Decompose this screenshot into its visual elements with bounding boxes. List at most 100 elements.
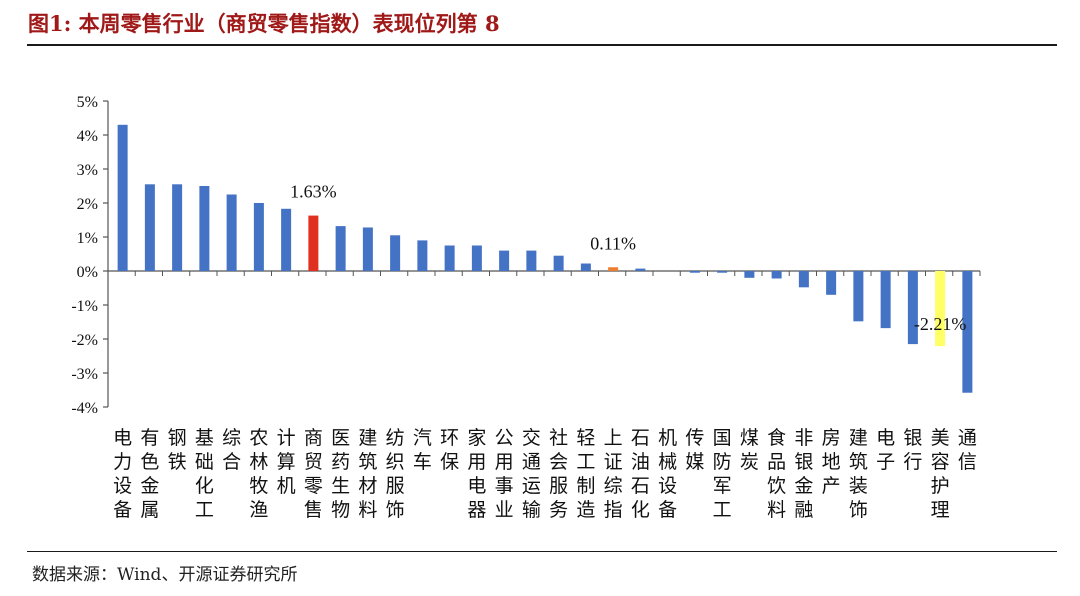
category-label-char: 美 xyxy=(931,427,950,449)
category-label-char: 织 xyxy=(386,451,405,473)
bar-31 xyxy=(935,271,946,347)
data-label-31: -2.21% xyxy=(914,314,967,334)
category-label-char: 色 xyxy=(140,451,159,473)
category-label-char: 石 xyxy=(631,427,650,449)
bar-15 xyxy=(499,250,510,271)
bar-29 xyxy=(880,271,891,329)
category-label-char: 地 xyxy=(822,451,841,473)
category-label-char: 业 xyxy=(495,499,514,521)
category-label-char: 零 xyxy=(304,475,323,497)
category-label-char: 饰 xyxy=(386,499,405,521)
category-label-char: 轻 xyxy=(576,427,595,449)
y-tick-label: 3% xyxy=(77,162,98,179)
category-label-char: 渔 xyxy=(249,499,268,521)
category-label-char: 装 xyxy=(849,475,868,497)
data-label-19: 0.11% xyxy=(590,233,636,253)
category-label-char: 商 xyxy=(304,427,323,449)
category-label-char: 防 xyxy=(713,451,732,473)
title-divider xyxy=(27,44,1057,46)
category-label-char: 贸 xyxy=(304,451,323,473)
category-label-char: 容 xyxy=(931,451,950,473)
bar-23 xyxy=(717,271,728,273)
category-label-char: 有 xyxy=(140,427,159,449)
y-tick-label: 5% xyxy=(77,94,98,111)
y-tick-label: 4% xyxy=(77,128,98,145)
y-tick-label: -2% xyxy=(71,332,98,349)
data-labels: 1.63% 0.11% -2.21% xyxy=(290,182,966,335)
category-label-char: 药 xyxy=(331,451,350,473)
category-label-char: 融 xyxy=(794,499,813,521)
y-tick-label: -3% xyxy=(71,366,98,383)
page-title: 图1: 本周零售行业（商贸零售指数）表现位列第 8 xyxy=(28,11,500,36)
category-label-char: 用 xyxy=(467,451,486,473)
category-label-char: 银 xyxy=(903,427,922,449)
bar-17 xyxy=(553,255,564,271)
category-label-char: 电 xyxy=(467,475,486,497)
category-label-char: 金 xyxy=(794,475,813,497)
category-label-char: 服 xyxy=(386,475,405,497)
category-label-char: 通 xyxy=(522,451,541,473)
bar-2 xyxy=(144,184,155,271)
category-label-char: 家 xyxy=(467,427,486,449)
category-label-char: 备 xyxy=(658,499,677,521)
category-label-char: 料 xyxy=(767,499,786,521)
bar-5 xyxy=(226,194,237,271)
bar-11 xyxy=(390,235,401,271)
bar-27 xyxy=(826,271,837,295)
category-label-char: 生 xyxy=(331,475,350,497)
bar-13 xyxy=(444,245,455,271)
category-label-char: 设 xyxy=(113,475,132,497)
category-label-char: 造 xyxy=(576,499,595,521)
category-label-char: 筑 xyxy=(849,451,868,473)
axes: 5% 4% 3% 2% 1% 0% -1% -2% -3% -4% xyxy=(71,94,981,417)
bar-16 xyxy=(526,250,537,271)
category-label-char: 设 xyxy=(658,475,677,497)
category-label-char: 饮 xyxy=(767,475,786,497)
category-label-char: 会 xyxy=(549,451,568,473)
category-label-char: 物 xyxy=(331,499,350,521)
category-label-char: 公 xyxy=(495,427,514,449)
category-label-char: 化 xyxy=(631,499,650,521)
bar-26 xyxy=(798,271,809,288)
category-label-char: 农 xyxy=(249,427,268,449)
category-label-char: 属 xyxy=(140,499,159,521)
category-label-char: 工 xyxy=(195,499,214,521)
category-label-char: 林 xyxy=(249,451,268,473)
bar-9 xyxy=(335,226,346,271)
bar-12 xyxy=(417,240,428,271)
y-tick-label: -1% xyxy=(71,298,98,315)
category-label-char: 饰 xyxy=(849,499,868,521)
bar-7 xyxy=(281,208,292,271)
category-label-char: 综 xyxy=(222,427,241,449)
bar-24 xyxy=(744,271,755,278)
category-label-char: 务 xyxy=(549,499,568,521)
category-label-char: 纺 xyxy=(386,427,405,449)
category-label-char: 品 xyxy=(767,451,786,473)
bar-30 xyxy=(907,271,918,345)
category-label-char: 机 xyxy=(658,427,677,449)
category-label-char: 输 xyxy=(522,499,541,521)
category-label-char: 上 xyxy=(604,427,623,449)
bar-8 xyxy=(308,215,319,271)
category-label-char: 算 xyxy=(277,451,296,473)
bar-1 xyxy=(117,124,128,271)
bar-32 xyxy=(962,271,973,393)
category-label-char: 汽 xyxy=(413,427,432,449)
bar-20 xyxy=(635,268,646,271)
category-label-char: 产 xyxy=(822,475,841,497)
category-label-char: 础 xyxy=(195,451,214,473)
category-label-char: 建 xyxy=(358,427,377,449)
y-tick-label: 1% xyxy=(77,230,98,247)
category-label-char: 油 xyxy=(631,451,650,473)
bar-4 xyxy=(199,186,210,271)
category-label-char: 用 xyxy=(495,451,514,473)
category-label-char: 炭 xyxy=(740,451,759,473)
bars xyxy=(117,124,973,393)
category-label-char: 医 xyxy=(331,427,350,449)
y-tick-label: -4% xyxy=(71,400,98,417)
category-label-char: 制 xyxy=(576,475,595,497)
category-label-char: 指 xyxy=(604,499,623,521)
category-label-char: 传 xyxy=(685,427,704,449)
bar-19 xyxy=(608,267,619,271)
category-label-char: 铁 xyxy=(168,451,187,473)
